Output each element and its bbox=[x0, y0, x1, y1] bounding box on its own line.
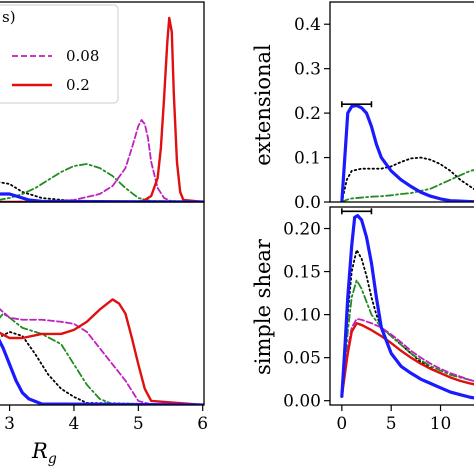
x-tick-label: 4 bbox=[69, 414, 80, 434]
panel-top-right: 0.0 0.1 0.2 0.3 0.4 extensional bbox=[251, 1, 474, 213]
series-magenta-bottom-left bbox=[0, 308, 204, 405]
series-magenta-bottom-right bbox=[340, 318, 474, 398]
series-black-top-left bbox=[0, 181, 204, 202]
x-axis-label-bottom-left: Rg bbox=[31, 439, 57, 467]
series-red-bottom-right bbox=[340, 322, 474, 398]
x-tick-label: 3 bbox=[4, 414, 15, 434]
y-tick-label: 0.3 bbox=[294, 60, 321, 80]
panel-bottom-right: 0 5 10 0.00 0.05 0.10 0.15 0.20 simple shear bbox=[251, 206, 474, 434]
series-green-bottom-right bbox=[340, 279, 474, 398]
legend-label-red: 0.2 bbox=[66, 76, 90, 94]
ticks-top-right: 0.0 0.1 0.2 0.3 0.4 bbox=[294, 15, 330, 213]
series-black-top-right bbox=[340, 156, 474, 202]
x-tick-label: 10 bbox=[430, 414, 452, 434]
y-tick-label: 0.1 bbox=[294, 149, 321, 169]
series-blue-top-right bbox=[340, 103, 474, 202]
y-tick-label: 0.05 bbox=[283, 349, 321, 369]
frame-top-right bbox=[329, 1, 474, 203]
y-axis-label-bottom-right: simple shear bbox=[251, 238, 275, 375]
y-tick-label: 0.20 bbox=[283, 220, 321, 240]
plot-area-top-right bbox=[340, 101, 474, 202]
y-tick-label: 0.00 bbox=[283, 392, 321, 412]
legend-header: s) bbox=[2, 8, 16, 26]
y-tick-label: 0.0 bbox=[294, 193, 321, 213]
reference-bar-bottom-right bbox=[341, 208, 373, 215]
y-tick-label: 0.15 bbox=[283, 263, 321, 283]
series-blue-bottom-left bbox=[0, 338, 204, 405]
series-magenta-top-left bbox=[0, 119, 204, 202]
legend-box bbox=[0, 4, 119, 104]
x-tick-label: 5 bbox=[386, 414, 397, 434]
frame-bottom-left bbox=[0, 201, 205, 406]
series-green-top-right bbox=[340, 169, 474, 202]
y-tick-label: 0.10 bbox=[283, 306, 321, 326]
frame-bottom-right bbox=[329, 206, 474, 406]
x-tick-label: 5 bbox=[133, 414, 144, 434]
reference-bar-top-right bbox=[341, 101, 373, 108]
y-axis-label-top-right: extensional bbox=[251, 44, 275, 166]
series-green-bottom-left bbox=[0, 312, 204, 405]
plot-area-bottom-right bbox=[340, 208, 474, 400]
panel-bottom-left: 3 4 5 6 Rg bbox=[0, 201, 208, 467]
ticks-bottom-right: 0 5 10 0.00 0.05 0.10 0.15 0.20 bbox=[283, 220, 451, 434]
legend: s) 0.08 0.2 bbox=[0, 4, 119, 104]
y-tick-label: 0.2 bbox=[294, 104, 321, 124]
panel-top-left: s) 0.08 0.2 bbox=[0, 1, 205, 203]
series-green-top-left bbox=[0, 163, 204, 202]
x-tick-label: 6 bbox=[197, 414, 208, 434]
series-blue-bottom-right bbox=[340, 214, 474, 400]
x-tick-label: 0 bbox=[336, 414, 347, 434]
plot-area-bottom-left bbox=[0, 298, 204, 405]
ticks-bottom-left: 3 4 5 6 bbox=[4, 405, 208, 434]
series-red-top-left bbox=[0, 16, 204, 202]
y-tick-label: 0.4 bbox=[294, 15, 321, 35]
legend-label-magenta: 0.08 bbox=[66, 47, 99, 65]
series-black-bottom-left bbox=[0, 331, 204, 405]
series-red-bottom-left bbox=[0, 298, 204, 405]
